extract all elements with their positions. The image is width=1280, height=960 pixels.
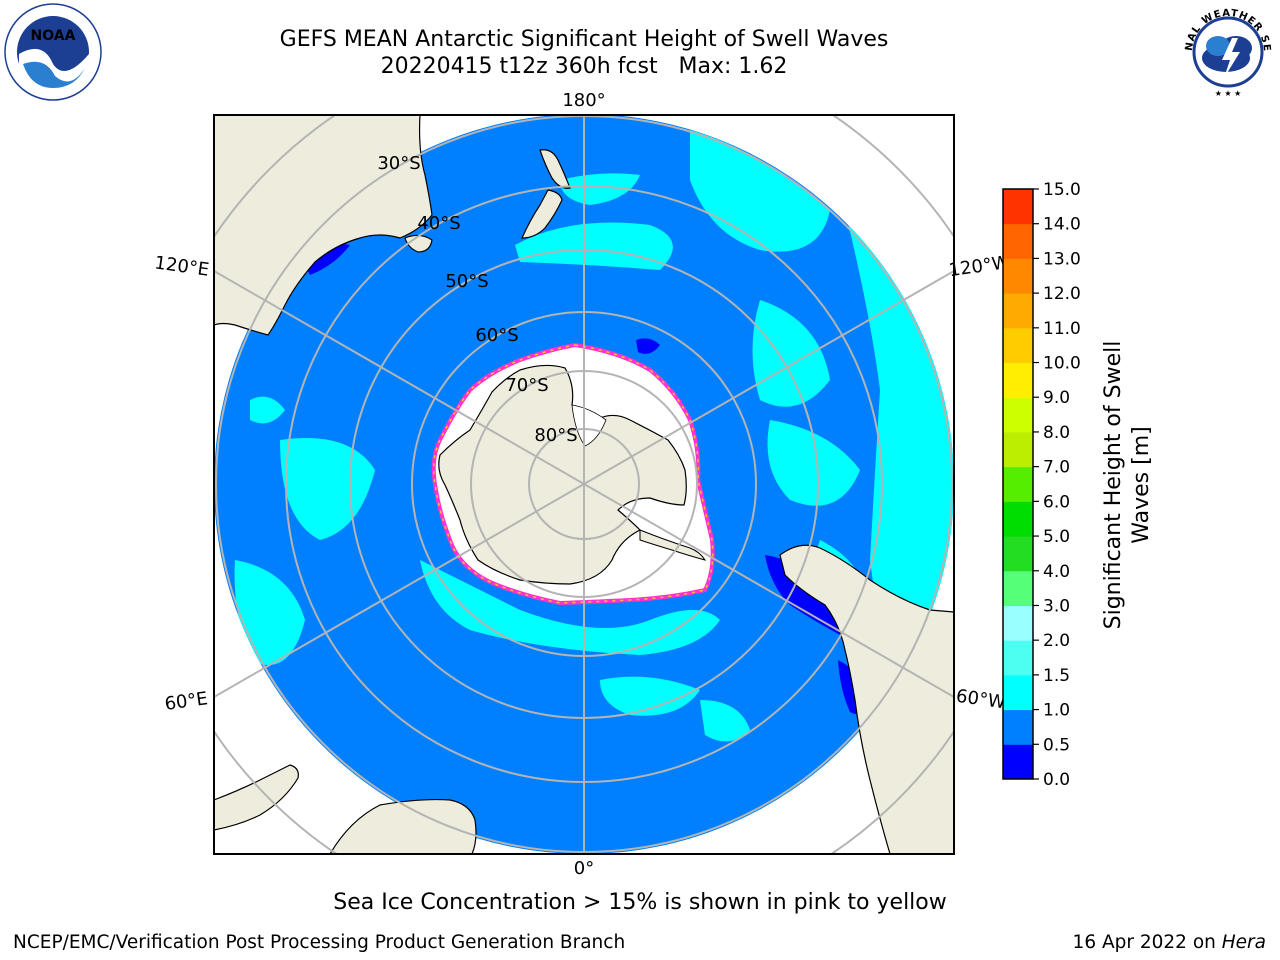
colorbar-segment (1003, 744, 1033, 780)
colorbar-segment (1003, 293, 1033, 329)
land-madagascar (214, 764, 299, 831)
chart-subtitle: 20220415 t12z 360h fcst Max: 1.62 (380, 54, 788, 79)
colorbar-tick-label: 3.0 (1043, 596, 1070, 616)
colorbar-segment (1003, 640, 1033, 676)
colorbar-segment (1003, 189, 1033, 225)
lon-label-180: 180° (562, 90, 605, 111)
colorbar-frame (1002, 188, 1034, 780)
colorbar-segment (1003, 362, 1033, 398)
colorbar-tick-label: 1.5 (1043, 666, 1070, 686)
lon-label-120e: 120°E (153, 252, 210, 280)
colorbar-tick-label: 13.0 (1043, 249, 1081, 269)
colorbar-label: Significant Height of Swell Waves [m] (1101, 340, 1154, 630)
colorbar-segment (1003, 258, 1033, 294)
noaa-logo: NOAA (4, 3, 102, 101)
lat-label-40s: 40°S (417, 213, 460, 234)
colorbar-tick-label: 10.0 (1043, 354, 1081, 374)
land-south-america (779, 544, 954, 854)
lon-label-0: 0° (574, 858, 594, 879)
nws-logo: NATIONAL WEATHER SERVICE ★ ★ ★ (1178, 2, 1276, 100)
date-stamp-text: 16 Apr 2022 on (1072, 932, 1222, 953)
date-stamp: 16 Apr 2022 on Hera (1073, 932, 1266, 953)
colorbar-segment (1003, 709, 1033, 745)
colorbar-tick-label: 9.0 (1043, 388, 1070, 408)
colorbar-segment (1003, 536, 1033, 572)
lat-label-50s: 50°S (445, 271, 488, 292)
colorbar-tick-label: 0.5 (1043, 735, 1070, 755)
colorbar-segment (1003, 466, 1033, 502)
colorbar-segment (1003, 223, 1033, 259)
land-africa (329, 798, 477, 854)
graticule (214, 115, 954, 854)
chart-title: GEFS MEAN Antarctic Significant Height o… (279, 27, 889, 52)
colorbar-tick-label: 8.0 (1043, 423, 1070, 443)
colorbar-tick-label: 5.0 (1043, 527, 1070, 547)
sea-ice-edge-yellow (433, 344, 714, 604)
colorbar-segment (1003, 570, 1033, 606)
colorbar-tick-label: 1.0 (1043, 701, 1070, 721)
colorbar-tick-label: 6.0 (1043, 492, 1070, 512)
colorbar-tick-label: 2.0 (1043, 631, 1070, 651)
svg-text:★ ★ ★: ★ ★ ★ (1215, 89, 1242, 98)
colorbar-segment (1003, 431, 1033, 468)
land-new-zealand (521, 149, 571, 239)
credit-line: NCEP/EMC/Verification Post Processing Pr… (13, 932, 626, 953)
colorbar-segment (1003, 327, 1033, 364)
colorbar-tick-label: 12.0 (1043, 284, 1081, 304)
colorbar-tick-label: 0.0 (1043, 770, 1070, 790)
colorbar-segment (1003, 674, 1033, 711)
lat-label-60s: 60°S (475, 325, 518, 346)
lat-label-30s: 30°S (377, 153, 420, 174)
colorbar: 0.0 0.5 1.0 1.5 2.0 3.0 4.0 5.0 6.0 7.0 8.0 9.0 10.0… (1002, 180, 1081, 790)
colorbar-segments (1003, 189, 1033, 780)
colorbar-tick-label: 7.0 (1043, 458, 1070, 478)
colorbar-tick-label: 15.0 (1043, 180, 1081, 200)
colorbar-tick-label: 11.0 (1043, 319, 1081, 339)
colorbar-segment (1003, 605, 1033, 641)
noaa-logo-text: NOAA (31, 28, 76, 44)
colorbar-segment (1003, 397, 1033, 433)
lon-label-60e: 60°E (163, 688, 209, 715)
lat-label-70s: 70°S (505, 375, 548, 396)
lat-label-80s: 80°S (534, 425, 577, 446)
map-frame (213, 114, 955, 855)
sea-ice-note: Sea Ice Concentration > 15% is shown in … (333, 890, 947, 915)
colorbar-tick-label: 4.0 (1043, 562, 1070, 582)
colorbar-tick-label: 14.0 (1043, 215, 1081, 235)
colorbar-ticks: 0.0 0.5 1.0 1.5 2.0 3.0 4.0 5.0 6.0 7.0 8.0 9.0 10.0… (1033, 180, 1081, 790)
land-antarctic-peninsula (639, 529, 707, 561)
host-name: Hera (1221, 932, 1266, 953)
colorbar-segment (1003, 501, 1033, 537)
